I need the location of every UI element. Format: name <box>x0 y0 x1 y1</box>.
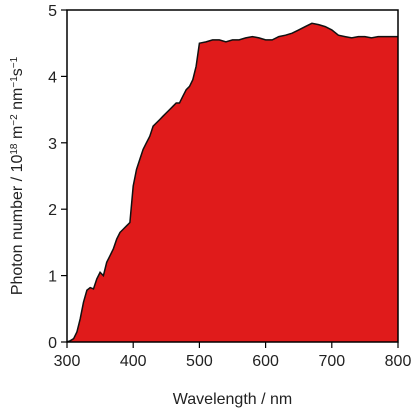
y-tick-label: 2 <box>48 202 57 219</box>
x-tick-label: 500 <box>186 353 213 370</box>
x-tick-label: 800 <box>385 353 412 370</box>
x-tick-label: 700 <box>318 353 345 370</box>
x-tick-label: 600 <box>252 353 279 370</box>
y-tick-label: 5 <box>48 3 57 20</box>
x-axis-title: Wavelength / nm <box>173 391 292 408</box>
spectrum-area <box>67 23 398 343</box>
spectrum-line <box>66 22 398 343</box>
y-axis-title: Photon number / 1018 m−2 nm−1s−1 <box>9 56 27 295</box>
y-tick-label: 3 <box>48 136 57 153</box>
y-tick-label: 0 <box>48 335 57 352</box>
y-tick-label: 1 <box>48 269 57 286</box>
plot-marks <box>66 22 398 343</box>
plot-frame <box>66 9 399 343</box>
y-tick-label: 4 <box>48 69 57 86</box>
y-axis: 0 1 2 3 4 5 <box>48 3 67 352</box>
x-tick-label: 400 <box>120 353 147 370</box>
x-axis: 300 400 500 600 700 800 <box>54 342 412 370</box>
x-tick-label: 300 <box>54 353 81 370</box>
